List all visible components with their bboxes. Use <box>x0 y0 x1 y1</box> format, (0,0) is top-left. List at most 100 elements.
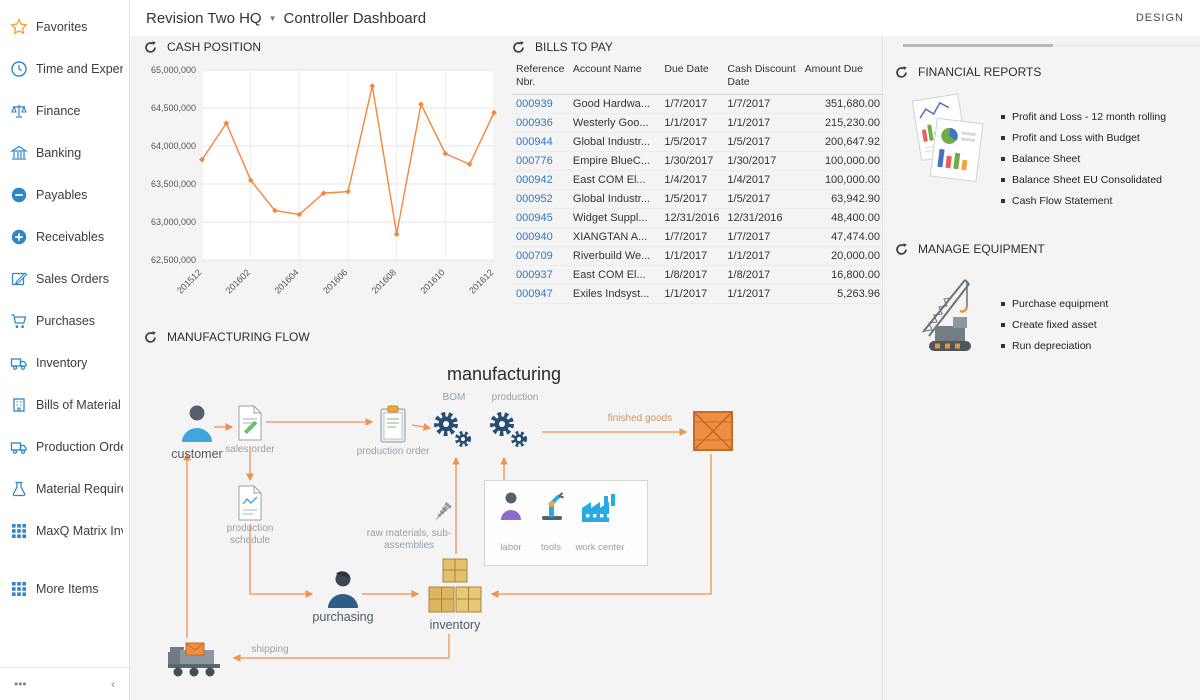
reference-link[interactable]: 000942 <box>516 174 553 187</box>
column-header[interactable]: Account Name <box>568 60 661 96</box>
sidebar-item-bills-of-material[interactable]: Bills of Material <box>0 384 129 426</box>
column-header[interactable]: Reference Nbr. <box>512 60 569 96</box>
table-row[interactable]: 000937 East COM El... 1/8/2017 1/8/2017 16,8… <box>512 265 884 286</box>
production-schedule-label: production schedule <box>226 523 274 546</box>
refresh-icon[interactable] <box>895 242 908 256</box>
reference-link[interactable]: 000937 <box>516 269 553 282</box>
discount-date-cell: 1/4/2017 <box>723 170 801 191</box>
amount-due-cell: 351,680.00 <box>800 94 884 115</box>
sidebar-item-inventory[interactable]: Inventory <box>0 342 129 384</box>
right-column: FINANCIAL REPORTS Profit and Loss - 12 m… <box>882 36 1200 700</box>
bills-table: Reference Nbr. Account Name Due Date Cash D… <box>512 60 884 305</box>
table-row[interactable]: 000944 Global Industr... 1/5/2017 1/5/2017 2… <box>512 132 884 153</box>
refresh-icon[interactable] <box>895 65 908 79</box>
report-link[interactable]: Balance Sheet <box>1001 153 1166 165</box>
due-date-cell: 1/4/2017 <box>660 170 724 191</box>
horizontal-scrollbar[interactable] <box>903 44 1200 47</box>
table-row[interactable]: 000709 Riverbuild We... 1/1/2017 1/1/2017 20… <box>512 246 884 267</box>
chevron-down-icon[interactable]: ▼ <box>268 13 277 23</box>
refresh-icon[interactable] <box>144 40 157 54</box>
reference-link[interactable]: 000709 <box>516 250 553 263</box>
report-link[interactable]: Profit and Loss - 12 month rolling <box>1001 111 1166 123</box>
sidebar-item-payables[interactable]: Payables <box>0 174 129 216</box>
reference-link[interactable]: 000945 <box>516 212 553 225</box>
reference-link[interactable]: 000939 <box>516 98 553 111</box>
table-row[interactable]: 000940 XIANGTAN A... 1/7/2017 1/7/2017 47,47… <box>512 227 884 248</box>
production-order-label: production order <box>356 446 430 457</box>
reference-link[interactable]: 000776 <box>516 155 553 168</box>
purchasing-label: purchasing <box>312 610 374 624</box>
financial-reports-panel: FINANCIAL REPORTS Profit and Loss - 12 m… <box>895 65 1188 216</box>
table-row[interactable]: 000945 Widget Suppl... 12/31/2016 12/31/201… <box>512 208 884 229</box>
link-label: Balance Sheet <box>1012 153 1081 165</box>
equipment-link[interactable]: Run depreciation <box>1001 340 1108 352</box>
column-header[interactable]: Cash Discount Date <box>723 60 801 96</box>
bank-icon <box>10 144 28 162</box>
svg-text:201608: 201608 <box>370 267 398 295</box>
work-center-icon <box>580 494 620 529</box>
sidebar-item-label: Banking <box>36 146 82 160</box>
reference-link[interactable]: 000940 <box>516 231 553 244</box>
sidebar-item-favorites[interactable]: Favorites <box>0 6 129 48</box>
reference-link[interactable]: 000944 <box>516 136 553 149</box>
reference-link[interactable]: 000936 <box>516 117 553 130</box>
table-row[interactable]: 000952 Global Industr... 1/5/2017 1/5/2017 6… <box>512 189 884 210</box>
table-row[interactable]: 000936 Westerly Goo... 1/1/2017 1/1/2017 215… <box>512 113 884 134</box>
sales-order-label: sales order <box>225 444 275 455</box>
shipping-label: shipping <box>251 644 289 655</box>
account-name-cell: East COM El... <box>568 170 661 191</box>
column-header[interactable]: Amount Due <box>800 60 884 96</box>
table-row[interactable]: 000776 Empire BlueC... 1/30/2017 1/30/2017 1… <box>512 151 884 172</box>
due-date-cell: 1/30/2017 <box>660 151 724 172</box>
report-link[interactable]: Balance Sheet EU Consolidated <box>1001 174 1166 186</box>
inventory-boxes-icon <box>426 556 484 621</box>
discount-date-cell: 1/5/2017 <box>723 132 801 153</box>
production-gears-icon <box>486 406 530 457</box>
account-name-cell: East COM El... <box>568 265 661 286</box>
svg-text:201512: 201512 <box>175 267 203 295</box>
equipment-link[interactable]: Purchase equipment <box>1001 298 1108 310</box>
flow-title: manufacturing <box>446 364 562 384</box>
amount-due-cell: 5,263.96 <box>800 284 884 305</box>
collapse-sidebar-button[interactable]: ‹ <box>111 677 115 691</box>
refresh-icon[interactable] <box>512 40 525 54</box>
report-link[interactable]: Cash Flow Statement <box>1001 195 1166 207</box>
svg-text:201606: 201606 <box>321 267 349 295</box>
sidebar: Favorites Time and Expenses Finance Banking… <box>0 0 130 700</box>
table-row[interactable]: 000947 Exiles Indsyst... 1/1/2017 1/1/2017 5… <box>512 284 884 305</box>
design-button[interactable]: DESIGN <box>1135 12 1184 24</box>
table-row[interactable]: 000939 Good Hardwa... 1/7/2017 1/7/2017 351,… <box>512 94 884 115</box>
amount-due-cell: 20,000.00 <box>800 246 884 267</box>
sidebar-item-maxq-matrix-inventory[interactable]: MaxQ Matrix Invent... <box>0 510 129 552</box>
bullet <box>1001 302 1005 306</box>
sidebar-item-purchases[interactable]: Purchases <box>0 300 129 342</box>
more-options-button[interactable]: ••• <box>14 677 27 691</box>
reports-icon <box>911 93 984 183</box>
reference-link[interactable]: 000952 <box>516 193 553 206</box>
equipment-link[interactable]: Create fixed asset <box>1001 319 1108 331</box>
scales-icon <box>10 102 28 120</box>
sidebar-item-production-orders[interactable]: Production Orders <box>0 426 129 468</box>
star-icon <box>10 18 28 36</box>
report-link[interactable]: Profit and Loss with Budget <box>1001 132 1166 144</box>
company-title[interactable]: Revision Two HQ <box>146 9 262 27</box>
column-header[interactable]: Due Date <box>660 60 724 96</box>
sidebar-item-receivables[interactable]: Receivables <box>0 216 129 258</box>
table-row[interactable]: 000942 East COM El... 1/4/2017 1/4/2017 100,… <box>512 170 884 191</box>
reference-link[interactable]: 000947 <box>516 288 553 301</box>
account-name-cell: XIANGTAN A... <box>568 227 661 248</box>
link-label: Cash Flow Statement <box>1012 195 1113 207</box>
due-date-cell: 1/5/2017 <box>660 132 724 153</box>
topbar: Revision Two HQ ▼ Controller Dashboard D… <box>130 0 1200 36</box>
sidebar-item-sales-orders[interactable]: Sales Orders <box>0 258 129 300</box>
sidebar-item-finance[interactable]: Finance <box>0 90 129 132</box>
refresh-icon[interactable] <box>144 330 157 344</box>
finished-goods-label: finished goods <box>607 413 673 424</box>
sidebar-item-banking[interactable]: Banking <box>0 132 129 174</box>
sidebar-item-time-and-expenses[interactable]: Time and Expenses <box>0 48 129 90</box>
link-label: Profit and Loss with Budget <box>1012 132 1140 144</box>
scrollbar-thumb[interactable] <box>903 44 1053 47</box>
sidebar-item-material-requirements[interactable]: Material Requirem... <box>0 468 129 510</box>
purchasing-icon <box>324 568 362 615</box>
sidebar-item-more-items[interactable]: More Items <box>0 568 129 610</box>
